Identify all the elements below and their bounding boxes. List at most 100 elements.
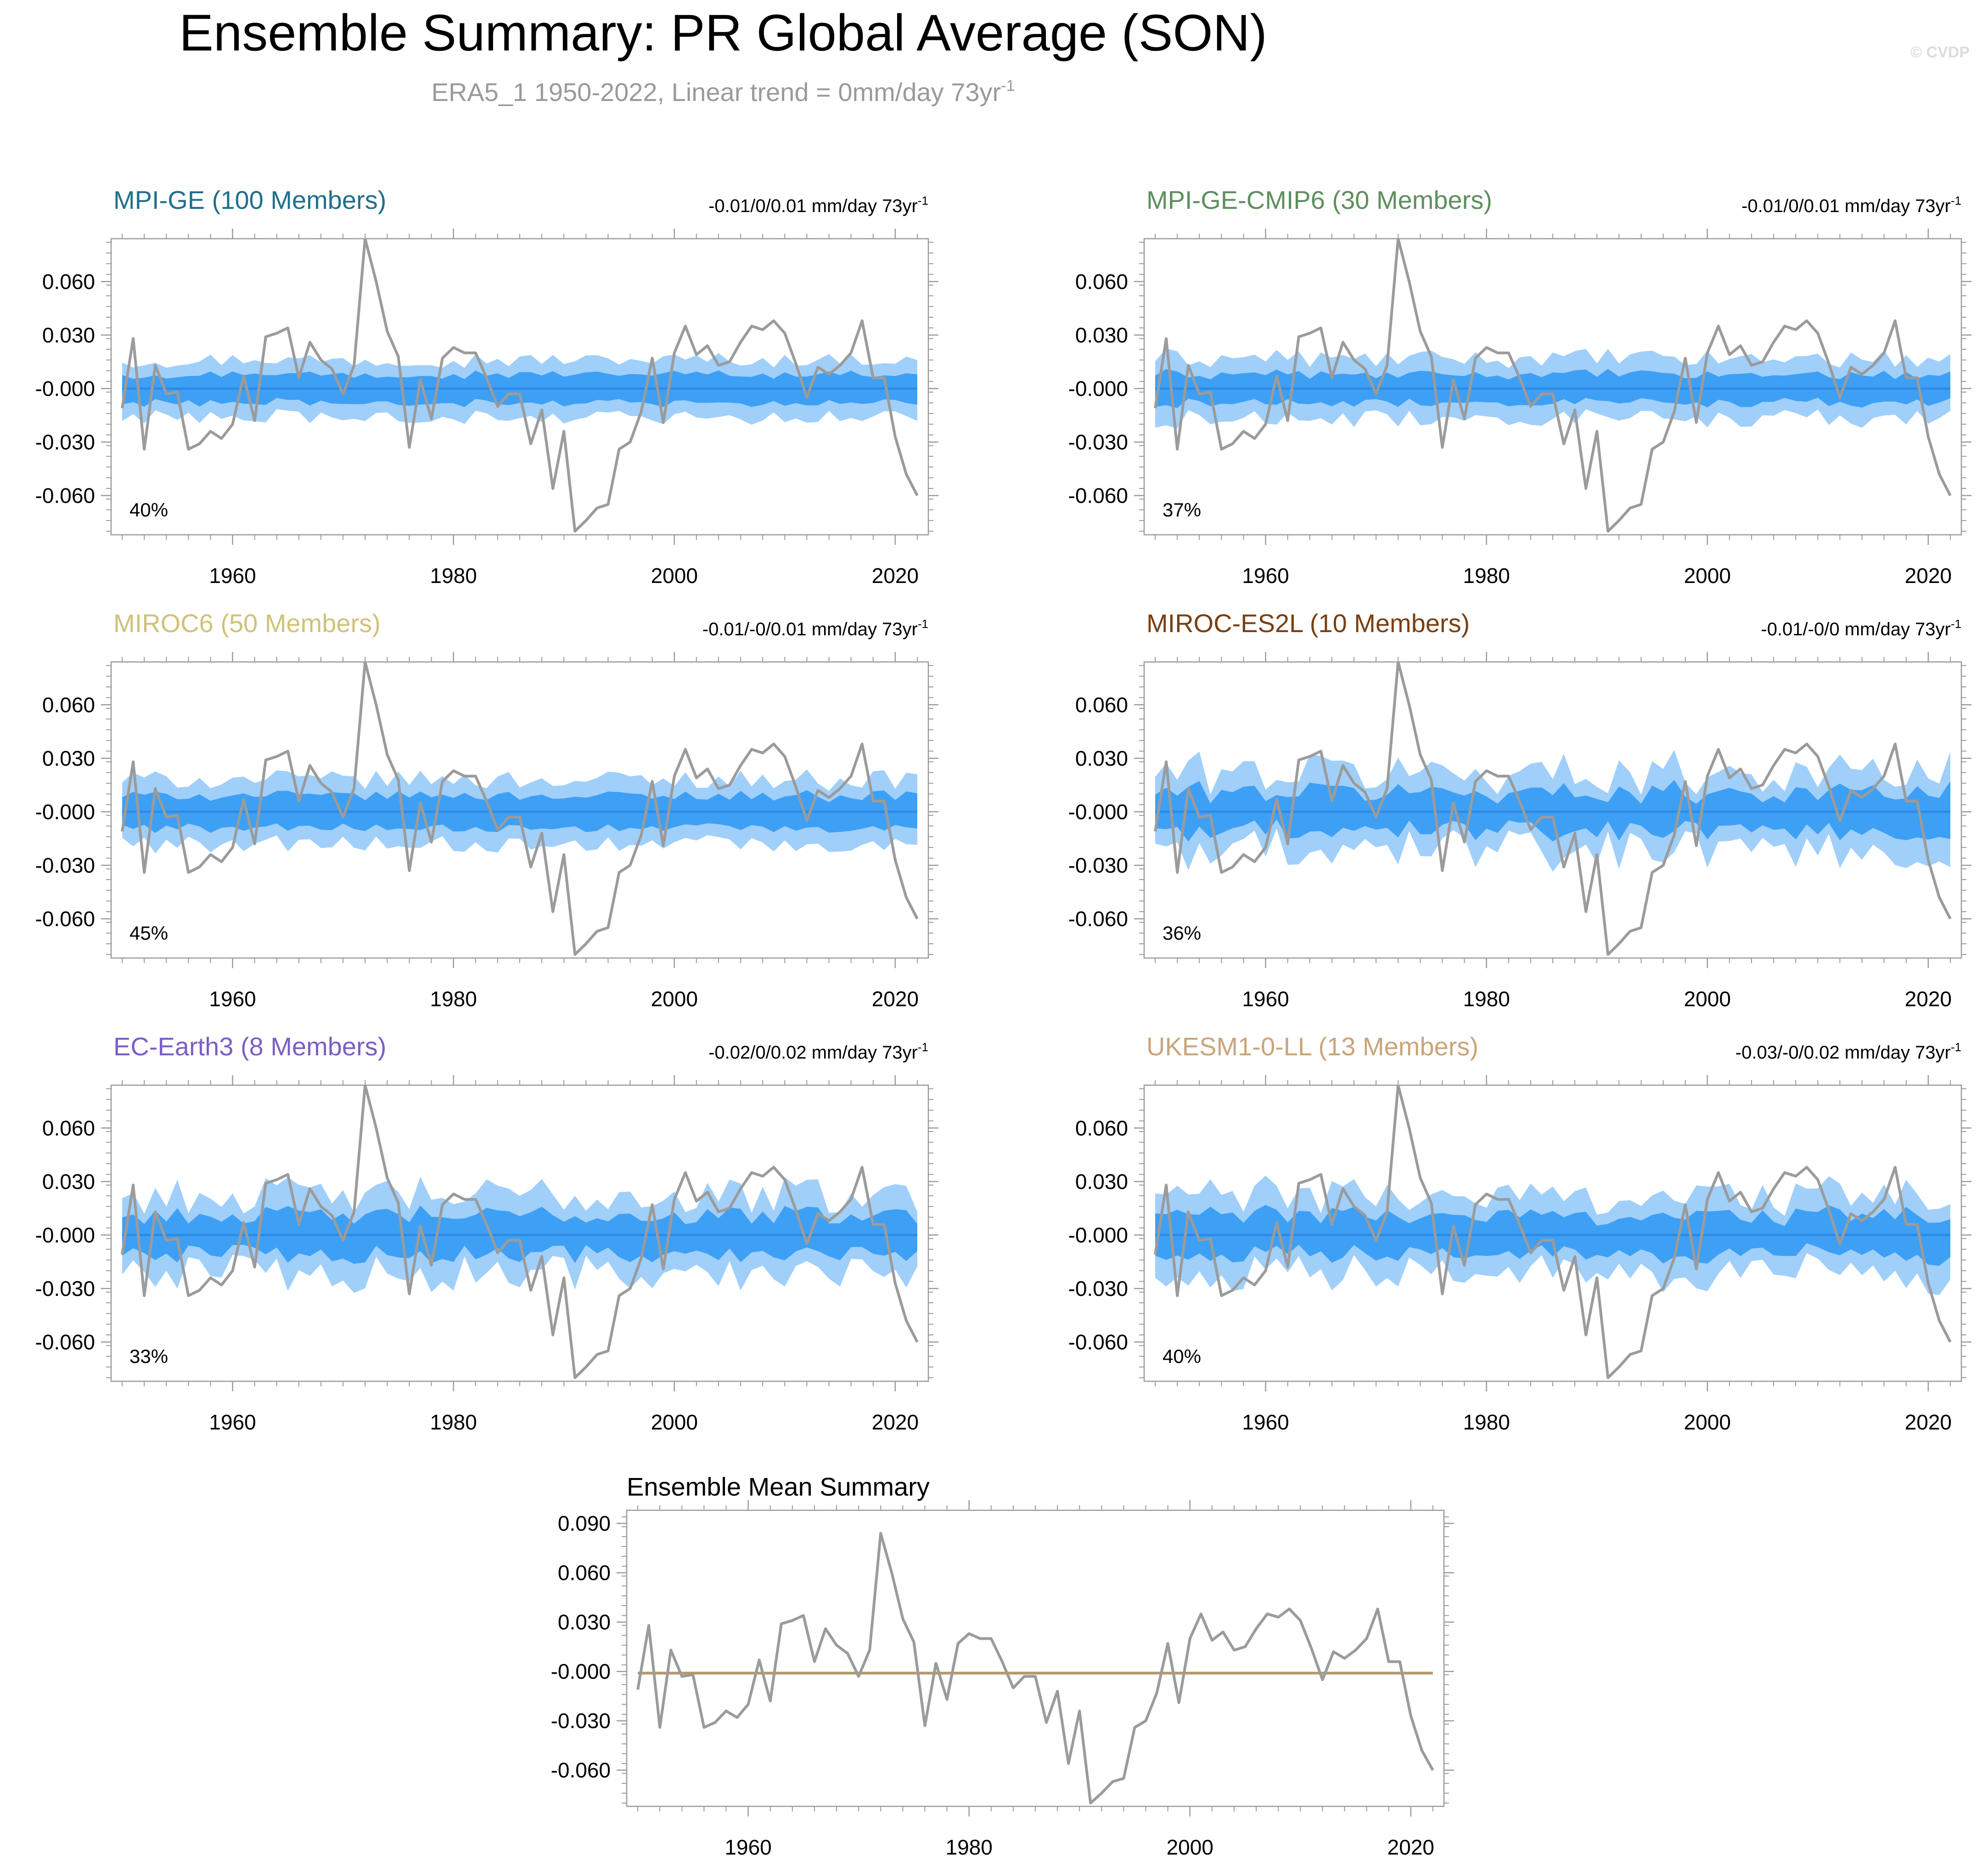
x-tick-label: 1980 (430, 564, 477, 588)
percent-label: 40% (1162, 1345, 1201, 1367)
y-tick-label: 0.030 (42, 323, 95, 347)
y-tick-label: 0.060 (1075, 693, 1128, 717)
x-tick-label: 1980 (430, 1410, 477, 1434)
trend-text: -0.01/-0/0 mm/day 73yr (1761, 619, 1951, 639)
x-tick-label: 1960 (724, 1835, 771, 1859)
observed-series-line (1154, 662, 1952, 956)
y-tick-label: 0.060 (558, 1561, 611, 1585)
subtitle-text: ERA5_1 1950-2022, Linear trend = 0mm/day… (432, 78, 1001, 106)
trend-text: -0.01/0/0.01 mm/day 73yr (708, 196, 918, 216)
panel-title: Ensemble Mean Summary (627, 1472, 930, 1501)
x-tick-label: 2020 (872, 564, 919, 588)
percent-label: 33% (129, 1345, 168, 1367)
y-tick-label: -0.000 (35, 376, 95, 400)
y-tick-label: -0.030 (551, 1709, 611, 1733)
trend-superscript: -1 (918, 1040, 928, 1054)
x-tick-label: 2000 (1684, 987, 1731, 1011)
x-tick-label: 1960 (1242, 1410, 1289, 1434)
x-tick-label: 1960 (1242, 987, 1289, 1011)
plot-area (121, 239, 919, 533)
panel-ensemble-mean-summary: Ensemble Mean Summary 0.090 0.060 0.030 -0.0… (551, 1472, 1454, 1859)
subtitle-superscript: -1 (1001, 77, 1015, 95)
y-tick-label: 0.030 (42, 746, 95, 770)
y-tick-label: 0.060 (42, 1116, 95, 1140)
y-tick-label: -0.060 (1068, 1330, 1128, 1354)
y-tick-label: 0.030 (1075, 746, 1128, 770)
y-tick-label: -0.000 (35, 800, 95, 824)
y-tick-label: 0.030 (558, 1610, 611, 1634)
y-tick-label: 0.060 (1075, 269, 1128, 293)
x-tick-label: 1960 (1242, 564, 1289, 588)
x-tick-label: 1980 (1463, 564, 1510, 588)
plot-frame (626, 1509, 1445, 1807)
y-tick-label: -0.030 (1068, 430, 1128, 454)
x-tick-label: 1980 (1463, 987, 1510, 1011)
trend-superscript: -1 (918, 617, 928, 631)
panel-title: MIROC-ES2L (10 Members) (1146, 609, 1470, 638)
trend-superscript: -1 (1951, 1040, 1961, 1054)
trend-superscript: -1 (1951, 194, 1961, 207)
observed-series-line (1154, 239, 1952, 533)
y-tick-label: -0.060 (1068, 907, 1128, 931)
trend-superscript: -1 (1951, 617, 1961, 631)
panel-title: MPI-GE-CMIP6 (30 Members) (1146, 185, 1492, 214)
x-tick-label: 2000 (1167, 1835, 1213, 1859)
plot-area (1154, 1085, 1952, 1379)
plot-area (636, 1532, 1434, 1805)
x-tick-label: 2020 (872, 987, 919, 1011)
y-tick-label: 0.030 (1075, 323, 1128, 347)
y-tick-label: -0.060 (35, 907, 95, 931)
y-tick-label: -0.000 (551, 1659, 611, 1683)
panel-title: UKESM1-0-LL (13 Members) (1146, 1032, 1478, 1061)
x-tick-label: 2020 (872, 1410, 919, 1434)
y-tick-label: -0.030 (35, 430, 95, 454)
panel-miroc-es2l-10-members: MIROC-ES2L (10 Members) -0.01/-0/0 mm/day… (1068, 609, 1971, 1011)
x-tick-label: 1980 (430, 987, 477, 1011)
x-tick-label: 1980 (1463, 1410, 1510, 1434)
x-tick-label: 2020 (1905, 564, 1952, 588)
y-tick-label: -0.000 (1068, 376, 1128, 400)
trend-text: -0.01/0/0.01 mm/day 73yr (1741, 196, 1951, 216)
percent-label: 36% (1162, 922, 1201, 944)
y-tick-label: -0.060 (551, 1758, 611, 1782)
y-tick-label: -0.000 (1068, 800, 1128, 824)
y-tick-label: -0.030 (1068, 1277, 1128, 1300)
x-tick-label: 1960 (209, 564, 256, 588)
x-tick-label: 2000 (1684, 1410, 1731, 1434)
panel-ukesm1-0-ll-13-members: UKESM1-0-LL (13 Members) -0.03/-0/0.02 mm… (1068, 1032, 1971, 1434)
y-tick-label: 0.060 (1075, 1116, 1128, 1140)
y-tick-label: -0.060 (35, 1330, 95, 1354)
panel-mpi-ge-100-members: MPI-GE (100 Members) -0.01/0/0.01 mm/day … (35, 185, 938, 588)
x-tick-label: 2020 (1905, 987, 1952, 1011)
x-tick-label: 2000 (651, 564, 698, 588)
x-tick-label: 1980 (946, 1835, 993, 1859)
observed-series-line (121, 239, 919, 533)
x-tick-label: 2000 (1684, 564, 1731, 588)
panel-title: EC-Earth3 (8 Members) (113, 1032, 386, 1061)
trend-text: -0.02/0/0.02 mm/day 73yr (708, 1042, 918, 1063)
percent-label: 45% (129, 922, 168, 944)
y-tick-label: -0.030 (1068, 853, 1128, 877)
figure-title: Ensemble Summary: PR Global Average (SON… (179, 4, 1267, 62)
observed-series-line (636, 1532, 1434, 1805)
x-tick-label: 2020 (1387, 1835, 1434, 1859)
y-tick-label: -0.030 (35, 1277, 95, 1300)
trend-summary: -0.01/0/0.01 mm/day 73yr-1 (1741, 194, 1961, 216)
x-tick-label: 2000 (651, 1410, 698, 1434)
observed-series-line (121, 1085, 919, 1379)
observed-series-line (1154, 1085, 1952, 1379)
y-tick-label: -0.000 (35, 1223, 95, 1247)
y-tick-label: -0.000 (1068, 1223, 1128, 1247)
y-tick-label: 0.030 (1075, 1170, 1128, 1194)
x-tick-label: 2000 (651, 987, 698, 1011)
trend-superscript: -1 (918, 194, 928, 207)
plot-area (1154, 662, 1952, 956)
x-tick-label: 1960 (209, 987, 256, 1011)
y-tick-label: 0.060 (42, 269, 95, 293)
y-tick-label: -0.060 (1068, 484, 1128, 508)
y-tick-label: 0.060 (42, 693, 95, 717)
percent-label: 40% (129, 499, 168, 521)
x-tick-label: 2020 (1905, 1410, 1952, 1434)
plot-area (1154, 239, 1952, 533)
